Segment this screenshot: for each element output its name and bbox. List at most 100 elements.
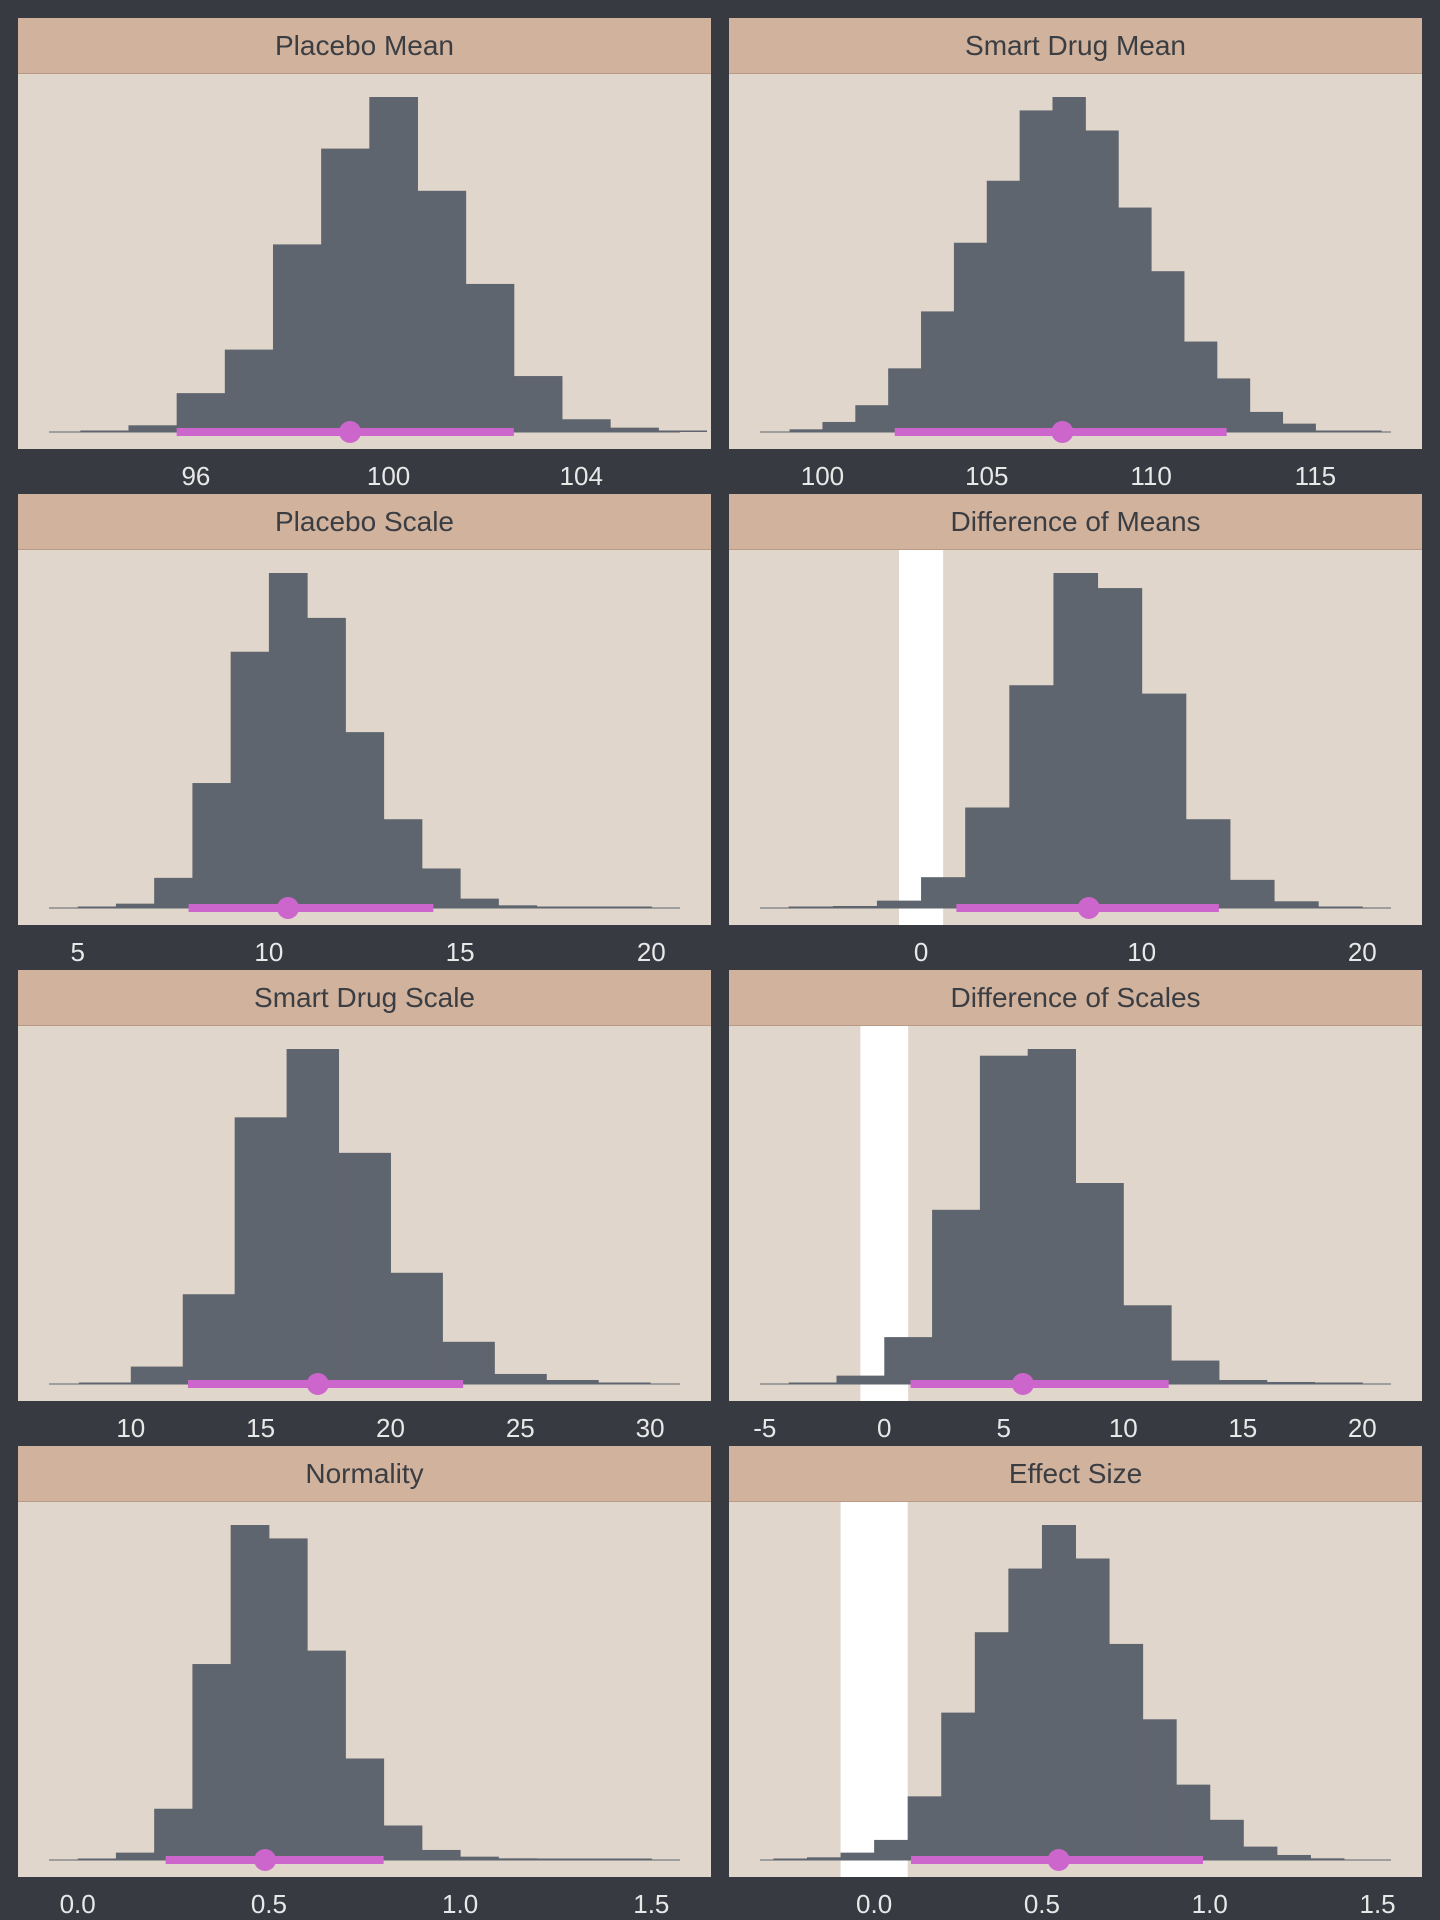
histogram-bar — [154, 1808, 193, 1860]
point-estimate-dot — [1051, 421, 1074, 443]
x-tick-label: 20 — [1348, 1413, 1377, 1443]
histogram-bar — [1176, 1784, 1211, 1860]
x-tick-label: 15 — [446, 937, 475, 967]
histogram-bar — [888, 368, 922, 432]
x-tick-label: 10 — [116, 1413, 145, 1443]
x-tick-label: 96 — [181, 461, 210, 491]
histogram-bar — [1123, 1305, 1172, 1384]
histogram-bar — [836, 1375, 885, 1384]
facet-strip-title: Effect Size — [729, 1446, 1422, 1502]
facet-strip-title: Placebo Scale — [18, 494, 711, 550]
histogram-bar — [442, 1341, 495, 1384]
point-estimate-dot — [1077, 897, 1100, 919]
histogram-bar — [1348, 430, 1382, 432]
histogram-plot: -5 0 5 10 15 20 — [729, 1026, 1422, 1443]
x-tick-label: 15 — [1228, 1413, 1257, 1443]
histogram-bar — [128, 425, 178, 432]
histogram-bar — [876, 900, 922, 908]
histogram-bar — [1274, 901, 1319, 908]
histogram-bar — [1218, 1379, 1268, 1384]
histogram-bar — [272, 244, 322, 432]
histogram-plot: 10 15 20 25 30 — [18, 1026, 711, 1443]
facet-panel-smart-drug-mean: Smart Drug Mean 100 105 110 115 — [729, 18, 1422, 491]
facet-panel-smart-drug-scale: Smart Drug Scale 10 15 20 25 30 — [18, 970, 711, 1443]
facet-panel-placebo-scale: Placebo Scale 5 10 15 20 — [18, 494, 711, 967]
histogram-bar — [345, 1758, 385, 1860]
rope-band — [898, 550, 944, 925]
histogram-bar — [1141, 693, 1187, 908]
histogram-plot: 100 105 110 115 — [729, 74, 1422, 491]
x-tick-label: 104 — [560, 461, 603, 491]
histogram-bar — [855, 405, 889, 432]
histogram-bar — [536, 1858, 576, 1860]
histogram-bar — [884, 1337, 933, 1384]
histogram-bar — [1310, 1858, 1345, 1860]
histogram-bar — [230, 651, 270, 908]
facet-panel-normality: Normality 0.0 0.5 1.0 1.5 — [18, 1446, 711, 1919]
x-tick-label: 0 — [914, 937, 928, 967]
histogram-bar — [1075, 1183, 1124, 1384]
histogram-bar — [1282, 423, 1316, 432]
x-tick-label: 100 — [367, 461, 410, 491]
histogram-bar — [1019, 110, 1053, 433]
x-tick-label: 10 — [254, 937, 283, 967]
point-estimate-dot — [1047, 1849, 1070, 1871]
point-estimate-dot — [306, 1373, 329, 1395]
x-tick-label: 0.5 — [1024, 1889, 1060, 1919]
facet-strip-title: Normality — [18, 1446, 711, 1502]
histogram-bar — [574, 906, 614, 908]
histogram-bar — [822, 421, 856, 432]
x-tick-label: 5 — [70, 937, 84, 967]
histogram-bar — [176, 393, 226, 432]
histogram-bar — [182, 1294, 236, 1384]
x-tick-label: 105 — [965, 461, 1008, 491]
histogram-bar — [1209, 1819, 1244, 1860]
histogram-bar — [613, 906, 652, 908]
x-tick-label: 0.0 — [60, 1889, 96, 1919]
histogram-bar — [465, 283, 515, 432]
histogram-bar — [1315, 430, 1349, 432]
histogram-bar — [498, 1858, 538, 1860]
histogram-bar — [1266, 1381, 1316, 1384]
histogram-bar — [77, 1858, 117, 1860]
histogram-bar — [224, 349, 274, 432]
histogram-bar — [460, 1856, 499, 1860]
histogram-bar — [321, 148, 370, 432]
x-tick-label: 5 — [997, 1413, 1011, 1443]
x-tick-label: 10 — [1127, 937, 1156, 967]
facet-panel-difference-of-scales: Difference of Scales -5 0 5 10 15 20 — [729, 970, 1422, 1443]
histogram-plot: 96 100 104 — [18, 74, 711, 491]
facet-strip-title: Smart Drug Scale — [18, 970, 711, 1026]
histogram-bar — [1142, 1719, 1177, 1860]
histogram-bar — [80, 430, 129, 432]
histogram-bar — [788, 906, 834, 908]
facet-panel-effect-size: Effect Size 0.0 0.5 1.0 1.5 — [729, 1446, 1422, 1919]
histogram-bar — [536, 906, 576, 908]
histogram-bar — [130, 1366, 184, 1384]
histogram-bar — [658, 430, 707, 432]
histogram-bar — [1185, 819, 1231, 908]
histogram-bar — [390, 1272, 443, 1384]
histogram-plot: 5 10 15 20 — [18, 550, 711, 967]
histogram-bar — [1052, 97, 1086, 432]
histogram-bar — [1097, 588, 1143, 908]
histogram-bar — [421, 1849, 461, 1860]
histogram-bar — [1276, 1854, 1311, 1860]
x-tick-label: 115 — [1295, 461, 1336, 491]
x-tick-label: 15 — [246, 1413, 275, 1443]
histogram-bar — [598, 1382, 651, 1384]
histogram-bar — [498, 905, 538, 908]
histogram-bar — [1243, 1846, 1278, 1860]
histogram-bar — [345, 732, 385, 908]
histogram-bar — [460, 898, 499, 908]
x-tick-label: -5 — [753, 1413, 776, 1443]
histogram-bar — [307, 617, 346, 908]
histogram-bar — [268, 573, 308, 908]
x-tick-label: 1.5 — [633, 1889, 669, 1919]
histogram-bar — [78, 1382, 132, 1384]
histogram-bar — [574, 1858, 614, 1860]
facet-strip-title: Smart Drug Mean — [729, 18, 1422, 74]
x-tick-label: 0.5 — [251, 1889, 287, 1919]
histogram-bar — [907, 1796, 942, 1860]
histogram-bar — [192, 783, 232, 908]
